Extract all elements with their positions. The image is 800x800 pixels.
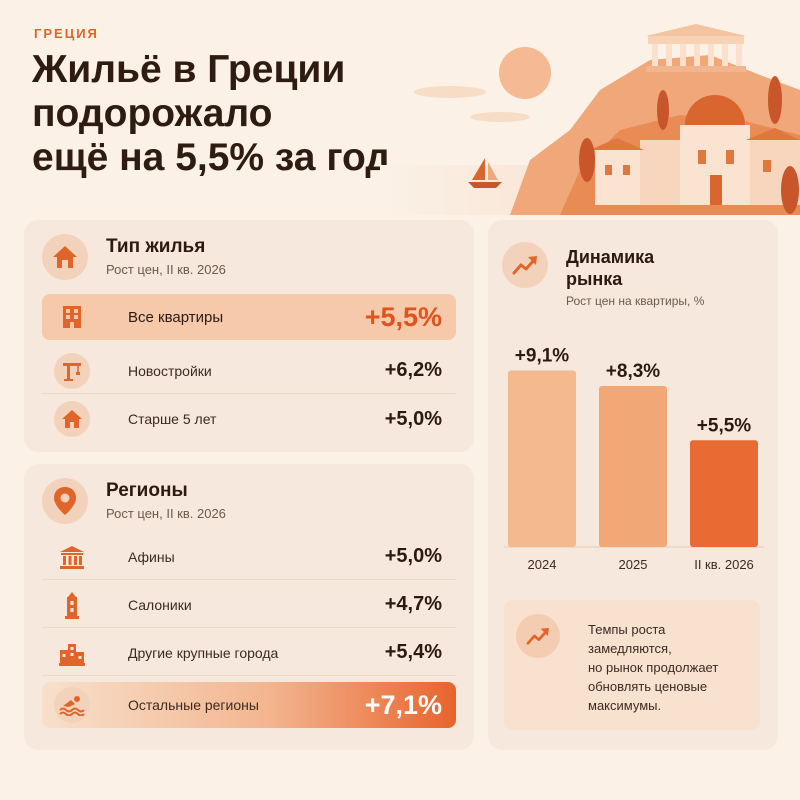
bar-value-label: +8,3%	[606, 361, 661, 382]
housing-row-label: Все квартиры	[128, 308, 224, 326]
market-bar-chart: +9,1% 2024 +8,3% 2025 +5,5% II кв. 2026	[504, 345, 764, 572]
bar-value-label: +5,5%	[697, 415, 752, 436]
housing-type-title: Тип жилья	[106, 236, 206, 257]
housing-row-all-apartments: Все квартиры +5,5%	[42, 294, 456, 340]
housing-row-value: +6,2%	[384, 359, 442, 381]
bar-II кв. 2026	[690, 440, 758, 547]
housing-row-older-5-years: Старше 5 лет +5,0%	[42, 396, 456, 442]
note-line: замедляются,	[588, 641, 672, 656]
market-title-line-2: рынка	[566, 269, 623, 289]
title-line-3: ещё на 5,5% за год	[32, 136, 391, 179]
bar-2025	[599, 385, 667, 547]
housing-row-label: Старше 5 лет	[128, 411, 217, 427]
region-row-value: +7,1%	[364, 689, 442, 720]
city-icon	[54, 635, 90, 671]
map-pin-icon	[42, 478, 88, 524]
title-line-1: Жильё в Греции	[32, 48, 346, 91]
regions-card: Регионы Рост цен, II кв. 2026 Афины +5,0…	[24, 464, 474, 750]
region-row-athens: Афины +5,0%	[42, 534, 456, 580]
category-kicker: ГРЕЦИЯ	[34, 26, 99, 41]
market-note-text: Темпы роста замедляются, но рынок продол…	[588, 620, 758, 715]
region-row-value: +5,0%	[384, 545, 442, 567]
region-row-thessaloniki: Салоники +4,7%	[42, 582, 456, 628]
region-row-label: Салоники	[128, 596, 192, 613]
house-icon	[42, 234, 88, 280]
x-tick-label: 2025	[619, 557, 648, 572]
market-dynamics-card: Динамика рынка Рост цен на квартиры, % +…	[488, 220, 778, 750]
tower-icon	[54, 587, 90, 623]
bar-2024	[508, 370, 576, 547]
apartment-building-icon	[54, 299, 90, 335]
house-icon	[54, 401, 90, 437]
market-title: Динамика рынка	[566, 246, 746, 290]
market-subtitle: Рост цен на квартиры, %	[566, 294, 705, 308]
trend-up-icon	[502, 242, 548, 288]
housing-row-value: +5,5%	[364, 301, 442, 332]
region-row-value: +5,4%	[384, 641, 442, 663]
housing-type-card: Тип жилья Рост цен, II кв. 2026 Все квар…	[24, 220, 474, 452]
housing-type-subtitle: Рост цен, II кв. 2026	[106, 262, 226, 277]
x-tick-label: II кв. 2026	[694, 557, 754, 572]
region-row-value: +4,7%	[384, 593, 442, 615]
note-line: но рынок продолжает	[588, 660, 719, 675]
x-tick-label: 2024	[528, 557, 557, 572]
region-row-label: Остальные регионы	[128, 697, 259, 713]
region-row-label: Афины	[128, 548, 175, 565]
region-row-other-cities: Другие крупные города +5,4%	[42, 630, 456, 676]
bar-value-label: +9,1%	[515, 345, 570, 366]
page-title: Жильё в Греции подорожало ещё на 5,5% за…	[32, 48, 452, 180]
sailboat-icon	[468, 158, 502, 188]
note-line: обновлять ценовые	[588, 679, 708, 694]
swimmer-icon	[54, 687, 90, 723]
trend-up-icon	[516, 614, 560, 658]
region-row-label: Другие крупные города	[128, 644, 279, 661]
regions-subtitle: Рост цен, II кв. 2026	[106, 506, 226, 521]
parthenon-icon	[646, 24, 746, 72]
temple-icon	[54, 539, 90, 575]
note-line: максимумы.	[588, 698, 662, 713]
greek-landscape-illustration	[380, 24, 800, 215]
construction-crane-icon	[54, 352, 90, 389]
market-note: Темпы роста замедляются, но рынок продол…	[504, 600, 760, 730]
regions-title: Регионы	[106, 480, 188, 501]
housing-row-new-builds: Новостройки +6,2%	[42, 348, 456, 394]
sun-icon	[499, 47, 551, 99]
note-line: Темпы роста	[588, 622, 666, 637]
market-title-line-1: Динамика	[566, 247, 655, 267]
housing-row-label: Новостройки	[128, 362, 212, 379]
title-line-2: подорожало	[32, 92, 273, 135]
housing-row-value: +5,0%	[384, 407, 442, 430]
region-row-other-regions: Остальные регионы +7,1%	[42, 682, 456, 728]
